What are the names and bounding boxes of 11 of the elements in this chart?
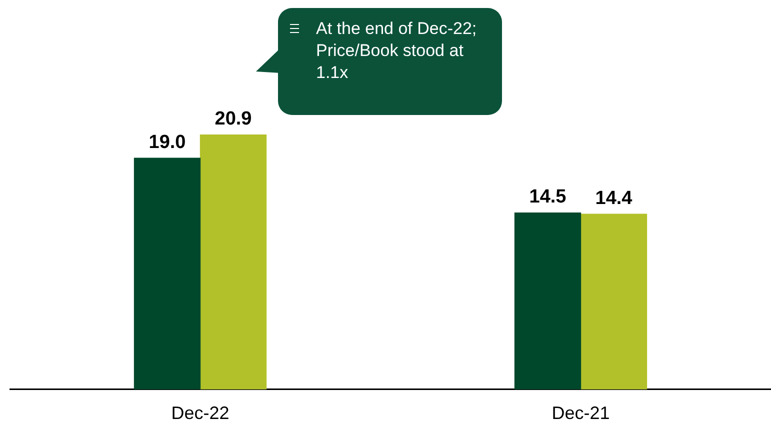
x-tick-label: Dec-22 [171, 403, 230, 424]
data-label: 20.9 [214, 108, 252, 130]
bar [200, 134, 267, 390]
bar [134, 158, 201, 390]
bar [514, 212, 582, 390]
data-label: 14.5 [529, 186, 567, 208]
data-label: 19.0 [148, 132, 186, 153]
bar [580, 214, 648, 390]
x-tick-label: Dec-21 [552, 403, 610, 424]
text: At the end of Dec-22; Price/Book stood at 1.1x [316, 18, 478, 84]
data-label: 14.4 [595, 188, 633, 209]
